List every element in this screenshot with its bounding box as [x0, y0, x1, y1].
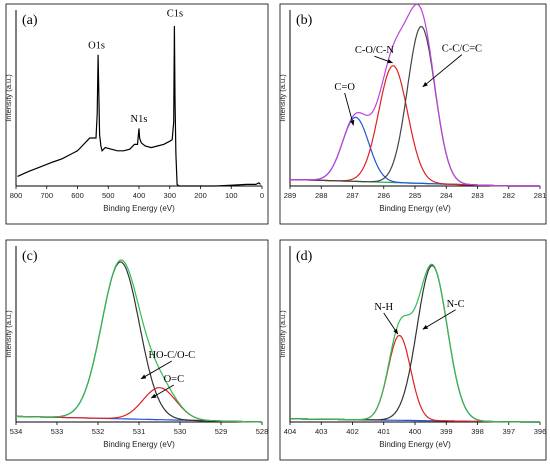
panel-c-peak-curve-1: [16, 261, 262, 423]
panel-c-x-tick-label: 533: [51, 427, 64, 436]
panel-b-x-tick-label: 284: [440, 191, 453, 200]
panel-c-annotation: O=C: [164, 374, 185, 385]
panel-c-annotation: HO-C/O-C: [148, 350, 195, 361]
panel-d-x-tick-label: 397: [502, 427, 515, 436]
panel-c-x-tick-label: 534: [10, 427, 23, 436]
panel-a-y-axis-label: Intensity (a.u.): [4, 74, 13, 122]
panel-d-x-tick-label: 404: [284, 427, 297, 436]
panel-c-x-tick-label: 528: [256, 427, 269, 436]
panel-b-x-tick-label: 282: [502, 191, 515, 200]
panel-d-x-tick-label: 403: [315, 427, 328, 436]
panel-a-x-tick-label: 800: [10, 191, 23, 200]
panel-a-x-tick-label: 400: [133, 191, 146, 200]
panel-a-survey-line: [17, 25, 261, 187]
panel-c-y-axis-label: Intensity (a.u.): [4, 310, 13, 358]
panel-d-peak-curve-2: [290, 265, 540, 423]
panel-b-peak-curve-2: [290, 65, 540, 187]
panel-a-x-tick-label: 600: [71, 191, 84, 200]
panel-d-frame: [279, 239, 547, 461]
panel-d-x-tick-label: 400: [409, 427, 422, 436]
panel-b-c1s-spectrum: 289 288 287 286 285 284 283 282 281 Binding Energ…: [278, 3, 547, 225]
panel-d-annotation: N-C: [447, 299, 465, 310]
panel-d-annotation-arrow: [422, 309, 456, 330]
panel-d-x-tick-label: 396: [534, 427, 547, 436]
panel-b-label: (b): [296, 13, 313, 28]
panel-c-x-axis-label: Binding Energy (eV): [103, 440, 175, 449]
panel-b-annotation: C=O: [334, 82, 355, 93]
panel-d-x-tick-label: 399: [440, 427, 453, 436]
panel-a-annotation: N1s: [131, 114, 148, 125]
panel-c-envelope-curve: [16, 259, 262, 423]
panel-c-o1s-spectrum: 534 533 532 531 530 529 528 Binding Energy (eV)…: [4, 239, 269, 461]
panel-d-n1s-spectrum: 404 403 402 401 400 399 398 397 396 Binding Energ…: [278, 239, 547, 461]
panel-d-annotation-arrow: [383, 312, 399, 335]
panel-b-x-tick-label: 287: [346, 191, 359, 200]
panel-b-y-axis-label: Intensity (a.u.): [278, 74, 287, 122]
panel-b-x-tick-label: 281: [534, 191, 547, 200]
panel-b-x-tick-label: 289: [284, 191, 297, 200]
panel-c-frame: [5, 239, 269, 461]
panel-c-annotation-arrow: [140, 360, 173, 380]
panel-d-envelope-curve: [290, 263, 540, 423]
panel-b-x-tick-label: 288: [315, 191, 328, 200]
panel-b-x-tick-label: 286: [377, 191, 390, 200]
panel-d-y-axis-label: Intensity (a.u.): [278, 310, 287, 358]
panel-d-peak-curve-1: [290, 334, 540, 423]
panel-b-x-tick-label: 283: [471, 191, 484, 200]
panel-b-envelope-curve: [290, 3, 540, 187]
panel-d-x-tick-label: 401: [377, 427, 390, 436]
panel-b-x-tick-label: 285: [409, 191, 422, 200]
panel-a-annotation: C1s: [167, 8, 183, 19]
panel-a-x-tick-label: 300: [163, 191, 176, 200]
panel-d-x-axis-label: Binding Energy (eV): [379, 440, 451, 449]
panel-d-x-tick-label: 398: [471, 427, 484, 436]
panel-d-annotation: N-H: [374, 302, 393, 313]
panel-c-x-tick-label: 530: [174, 427, 187, 436]
panel-b-peak-curve-3: [290, 26, 540, 187]
panel-c-x-tick-label: 532: [92, 427, 105, 436]
panel-a-annotation: O1s: [88, 40, 105, 51]
panel-a-x-tick-label: 200: [194, 191, 207, 200]
panel-a-frame: [5, 3, 269, 225]
panel-a-x-tick-label: 100: [225, 191, 238, 200]
panel-b-frame: [279, 3, 547, 225]
panel-a-label: (a): [22, 13, 38, 28]
panel-b-peak-curve-1: [290, 116, 540, 187]
panel-a-x-tick-label: 500: [102, 191, 115, 200]
panel-b-annotation-arrow: [422, 54, 463, 88]
panel-b-annotation-arrow: [374, 55, 394, 64]
panel-a-x-tick-label: 0: [260, 191, 264, 200]
panel-b-annotation: C-O/C-N: [355, 45, 395, 56]
panel-b-x-axis-label: Binding Energy (eV): [379, 204, 451, 213]
panel-a-x-axis-label: Binding Energy (eV): [103, 204, 175, 213]
panel-b-annotation: C-C/C=C: [442, 44, 482, 55]
panel-c-annotation-arrow: [150, 384, 175, 399]
panel-c-x-tick-label: 531: [133, 427, 146, 436]
panel-c-x-tick-label: 529: [215, 427, 228, 436]
panel-a-x-tick-label: 700: [40, 191, 53, 200]
panel-a-survey-spectrum: 800 700 600 500 400 300 200 100 0 Binding Energy …: [4, 3, 269, 225]
panel-d-x-tick-label: 402: [346, 427, 359, 436]
panel-c-label: (c): [22, 249, 38, 264]
panel-d-label: (d): [296, 249, 313, 264]
panel-b-annotation-arrow: [344, 92, 355, 126]
